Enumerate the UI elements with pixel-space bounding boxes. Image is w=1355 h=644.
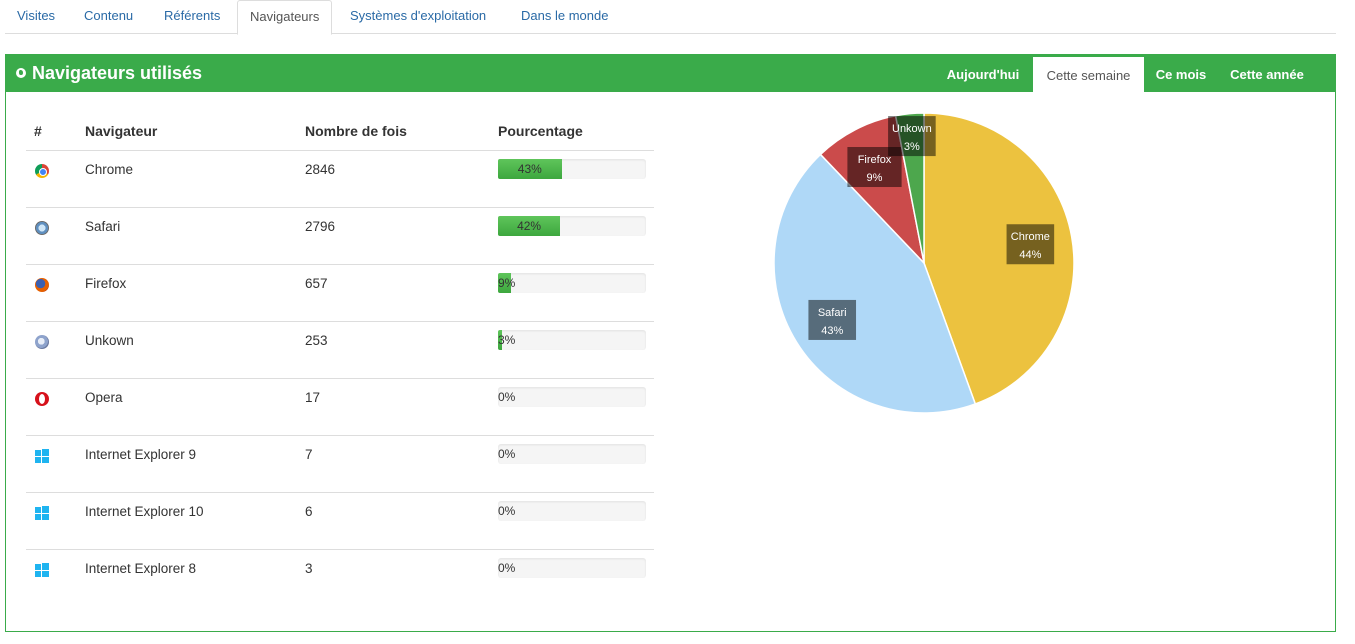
panel-title: Navigateurs utilisés (16, 55, 202, 92)
tab-systemes-exploitation[interactable]: Systèmes d'exploitation (350, 8, 487, 23)
globe-icon (16, 68, 26, 78)
progress-bar: 0% (498, 444, 646, 464)
progress-bar: 0% (498, 558, 646, 578)
windows-icon (35, 563, 49, 577)
progress-bar: 0% (498, 387, 646, 407)
period-tab-today[interactable]: Aujourd'hui (946, 67, 1020, 82)
pie-label-box (808, 299, 857, 340)
browser-name: Unkown (85, 333, 134, 348)
column-header-browser: Navigateur (85, 123, 158, 139)
progress-label: 0% (498, 447, 516, 461)
progress-label: 9% (498, 276, 516, 290)
progress-bar: 9% (498, 273, 646, 293)
table-row: Firefox 657 9% (26, 265, 654, 322)
browser-count: 6 (305, 504, 313, 519)
table-row: Opera 17 0% (26, 379, 654, 436)
tab-dans-le-monde[interactable]: Dans le monde (521, 8, 609, 23)
period-tab-this-year[interactable]: Cette année (1230, 67, 1304, 82)
pie-slice-safari (773, 153, 977, 414)
windows-icon (35, 449, 49, 463)
unknown-browser-icon (35, 335, 49, 349)
tab-referents[interactable]: Référents (164, 8, 221, 23)
column-header-percent: Pourcentage (498, 123, 583, 139)
panel-title-text: Navigateurs utilisés (32, 63, 203, 83)
progress-fill (498, 159, 562, 179)
column-header-index: # (34, 123, 42, 139)
tab-visites[interactable]: Visites (17, 8, 56, 23)
firefox-icon (35, 278, 49, 292)
progress-bar: 43% (498, 159, 646, 179)
table-row: Safari 2796 42% (26, 208, 654, 265)
table-row: Chrome 2846 43% (26, 151, 654, 208)
progress-fill (498, 216, 561, 236)
browser-count: 17 (305, 390, 321, 405)
progress-fill (498, 330, 503, 350)
tab-navigateurs[interactable]: Navigateurs (237, 0, 333, 35)
pie-slice-chrome (923, 112, 1075, 405)
browsers-panel: Navigateurs utilisés Aujourd'hui Cette s… (5, 54, 1336, 632)
pie-label-name: Chrome (1011, 231, 1050, 243)
progress-bar: 42% (498, 216, 646, 236)
pie-label-percent: 43% (821, 325, 843, 337)
header-divider (26, 150, 654, 151)
pie-label-name: Safari (818, 307, 847, 319)
period-tab-this-month[interactable]: Ce mois (1155, 67, 1207, 82)
browser-name: Firefox (85, 276, 127, 291)
browser-count: 657 (305, 276, 328, 291)
progress-label: 42% (517, 219, 542, 233)
table-row: Internet Explorer 8 3 0% (26, 550, 654, 607)
table-row: Internet Explorer 9 7 0% (26, 436, 654, 493)
pie-label-box (1006, 224, 1055, 265)
progress-bar: 0% (498, 501, 646, 521)
pie-label-percent: 3% (904, 141, 920, 153)
panel-header: Navigateurs utilisés Aujourd'hui Cette s… (6, 55, 1335, 92)
browser-count: 3 (305, 561, 313, 576)
pie-label-box (888, 116, 936, 157)
progress-label: 0% (498, 504, 516, 518)
progress-bar: 3% (498, 330, 646, 350)
pie-label-name: Firefox (858, 154, 892, 166)
progress-label: 0% (498, 561, 516, 575)
browser-name: Opera (85, 390, 123, 405)
column-header-count: Nombre de fois (305, 123, 407, 139)
safari-icon (35, 221, 49, 235)
pie-label-percent: 44% (1019, 249, 1041, 261)
pie-label-name: Unkown (892, 123, 932, 135)
pie-label-percent: 9% (867, 172, 883, 184)
browser-name: Safari (85, 219, 121, 234)
opera-icon (35, 392, 49, 406)
tab-contenu[interactable]: Contenu (84, 8, 134, 23)
browser-count: 253 (305, 333, 328, 348)
top-tab-bar: Visites Contenu Référents Navigateurs Sy… (5, 0, 1336, 35)
chrome-icon (35, 164, 49, 178)
browser-count: 2846 (305, 162, 336, 177)
windows-icon (35, 506, 49, 520)
table-row: Internet Explorer 10 6 0% (26, 493, 654, 550)
browser-count: 7 (305, 447, 313, 462)
browser-name: Internet Explorer 10 (85, 504, 204, 519)
browser-name: Internet Explorer 9 (85, 447, 197, 462)
browser-name: Internet Explorer 8 (85, 561, 197, 576)
browser-count: 2796 (305, 219, 336, 234)
table-row: Unkown 253 3% (26, 322, 654, 379)
browser-name: Chrome (85, 162, 134, 177)
progress-fill (498, 273, 512, 293)
progress-label: 0% (498, 390, 516, 404)
period-tab-this-week[interactable]: Cette semaine (1033, 57, 1144, 92)
progress-label: 43% (517, 162, 542, 176)
progress-label: 3% (498, 333, 516, 347)
